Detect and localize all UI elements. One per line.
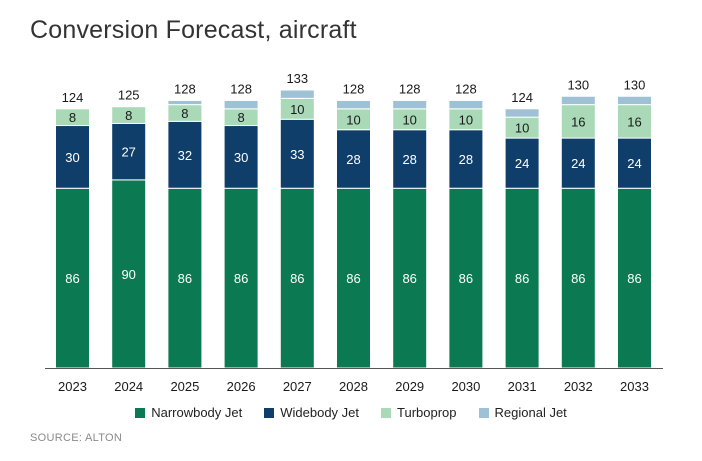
legend-label: Turboprop [397,405,457,420]
total-label: 133 [286,71,308,86]
x-tick-label: 2030 [451,379,480,394]
chart-title: Conversion Forecast, aircraft [30,16,357,44]
x-tick-label: 2031 [508,379,537,394]
data-label: 86 [515,271,529,286]
legend-swatch [478,407,489,418]
data-label: 8 [181,106,188,121]
bar-segment-turboprop [55,108,90,127]
data-label: 86 [571,271,585,286]
bar-segment-regional-jet [617,95,652,106]
x-tick-label: 2032 [564,379,593,394]
bar-segment-widebody-jet [223,125,259,189]
data-label: 86 [178,271,192,286]
x-tick-label: 2025 [170,379,199,394]
source-note: SOURCE: ALTON [30,432,123,444]
bar-segment-narrowbody-jet [223,187,259,369]
data-label: 24 [571,156,585,171]
data-label: 86 [65,271,79,286]
bar-segment-regional-jet [336,99,371,110]
data-label: 27 [121,145,135,160]
bar-segment-regional-jet [167,99,203,106]
legend-label: Widebody Jet [280,405,360,420]
total-label: 124 [62,90,84,105]
data-label: 10 [346,112,360,127]
legend-item: Narrowbody Jet [135,405,242,420]
x-tick-label: 2028 [339,379,368,394]
legend-item: Turboprop [381,405,457,420]
data-label: 10 [402,112,416,127]
bar-segment-regional-jet [448,99,484,110]
bar-segment-widebody-jet [448,129,484,189]
bar-segment-widebody-jet [560,137,596,189]
data-label: 86 [290,271,304,286]
x-tick-label: 2033 [620,379,649,394]
bar-segment-regional-jet [392,99,428,110]
data-label: 10 [290,102,304,117]
bar-segment-regional-jet [223,99,259,110]
data-label: 28 [402,152,416,167]
total-label: 130 [567,77,589,92]
data-label: 16 [571,114,585,129]
data-label: 86 [627,271,641,286]
x-tick-label: 2027 [283,379,312,394]
data-label: 8 [125,108,132,123]
data-label: 10 [459,112,473,127]
x-tick-label: 2026 [227,379,256,394]
data-label: 24 [627,156,641,171]
bar-segment-turboprop [617,104,652,139]
bar-segment-narrowbody-jet [279,187,315,369]
x-tick-label: 2029 [395,379,424,394]
legend-swatch [381,407,392,418]
data-label: 24 [515,156,529,171]
total-label: 128 [230,81,252,96]
data-label: 90 [121,267,135,282]
bar-segment-regional-jet [279,89,315,99]
bar-segment-narrowbody-jet [617,187,652,369]
total-label: 128 [174,81,196,96]
total-label: 130 [624,77,646,92]
bar-segment-widebody-jet [392,129,428,189]
bar-segment-narrowbody-jet [336,187,371,369]
legend-label: Narrowbody Jet [151,405,243,420]
bar-segment-narrowbody-jet [111,179,147,369]
bar-segment-widebody-jet [279,118,315,189]
bar-segment-turboprop [111,106,147,124]
data-label: 16 [627,114,641,129]
legend-label: Regional Jet [494,405,567,420]
data-label: 30 [234,150,248,165]
legend-swatch [264,407,275,418]
x-tick-label: 2023 [58,379,87,394]
data-label: 33 [290,147,304,162]
data-label: 32 [178,148,192,163]
data-label: 86 [402,271,416,286]
bar-segment-widebody-jet [167,120,203,189]
bar-segment-turboprop [560,104,596,139]
data-label: 86 [234,271,248,286]
legend-swatch [135,407,146,418]
legend: Narrowbody Jet Widebody Jet Turboprop Regio… [0,405,702,420]
data-label: 10 [515,121,529,136]
bar-segment-narrowbody-jet [560,187,596,369]
data-label: 8 [69,110,76,125]
bar-segment-narrowbody-jet [55,187,90,369]
bar-segment-narrowbody-jet [448,187,484,369]
data-label: 86 [459,271,473,286]
bar-segment-widebody-jet [336,129,371,189]
total-label: 128 [343,81,365,96]
x-tick-label: 2024 [114,379,143,394]
legend-item: Widebody Jet [264,405,359,420]
total-label: 128 [455,81,477,96]
data-label: 28 [346,152,360,167]
data-label: 28 [459,152,473,167]
bar-segment-regional-jet [504,108,540,118]
data-label: 30 [65,150,79,165]
stacked-bar-chart: 86 30 8 124 2023 90 27 8 125 2024 86 32 8 128 2025 86 30… [45,71,663,394]
legend-item: Regional Jet [478,405,567,420]
data-label: 8 [237,110,244,125]
data-label: 86 [346,271,360,286]
bar-segment-regional-jet [560,95,596,106]
total-label: 125 [118,88,140,103]
total-label: 124 [511,90,533,105]
total-label: 128 [399,81,421,96]
